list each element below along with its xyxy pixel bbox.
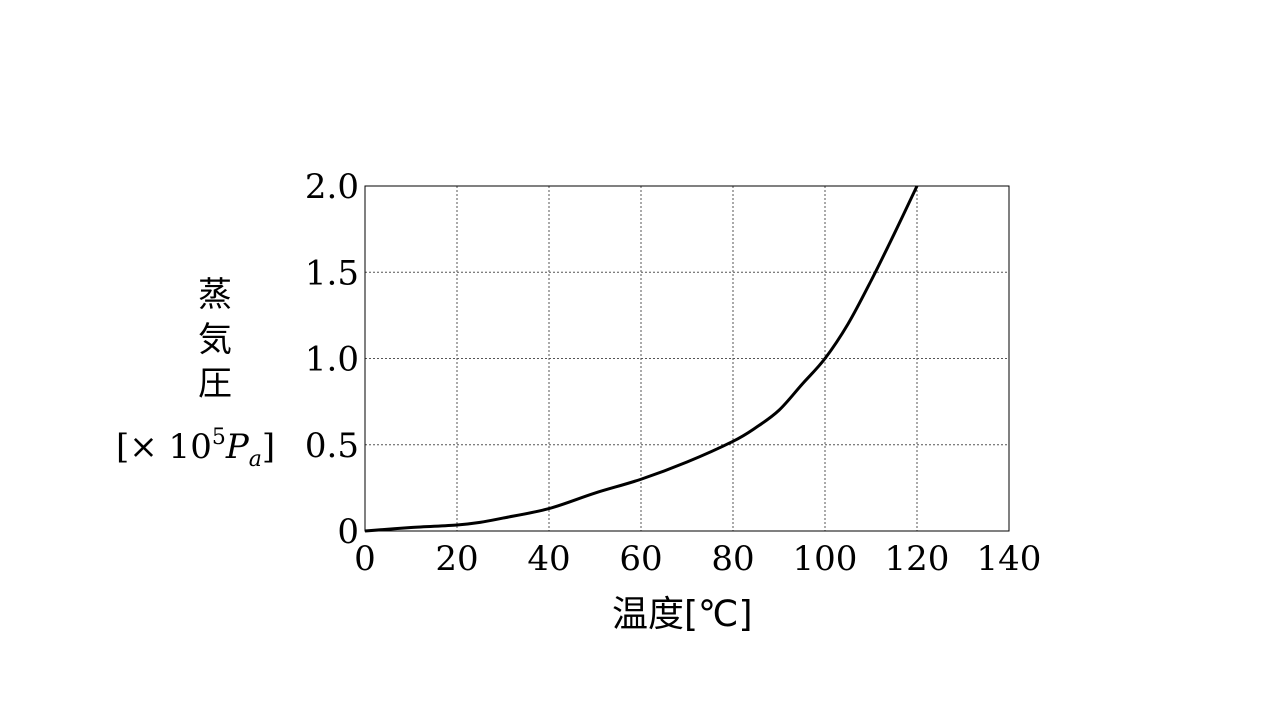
y-axis-label-char-3: 圧 xyxy=(198,364,232,404)
y-unit-p: P xyxy=(225,427,249,467)
x-tick-label: 0 xyxy=(354,539,376,579)
x-tick-label: 20 xyxy=(435,539,478,579)
x-tick-label: 60 xyxy=(619,539,662,579)
x-tick-label: 40 xyxy=(527,539,570,579)
y-axis-label-char-2: 気 xyxy=(198,320,232,360)
x-tick-label: 120 xyxy=(885,539,950,579)
y-unit-open: [× 10 xyxy=(116,427,212,467)
y-axis-unit: [× 105Pa] xyxy=(116,416,275,482)
y-unit-close: ] xyxy=(261,427,276,467)
y-tick-label: 0 xyxy=(337,512,359,552)
vapor-pressure-curve xyxy=(364,185,919,533)
x-tick-label: 80 xyxy=(711,539,754,579)
plot-frame xyxy=(364,185,1010,532)
y-tick-label: 1.0 xyxy=(305,340,359,380)
y-tick-label: 2.0 xyxy=(305,167,359,207)
y-axis-label-char-1: 蒸 xyxy=(198,275,232,315)
y-unit-exponent: 5 xyxy=(211,425,226,450)
y-tick-label: 0.5 xyxy=(305,426,359,466)
x-tick-label: 100 xyxy=(793,539,858,579)
x-tick-label: 140 xyxy=(977,539,1042,579)
y-tick-label: 1.5 xyxy=(305,253,359,293)
y-unit-subscript: a xyxy=(248,447,262,472)
x-axis-label: 温度[℃] xyxy=(612,594,753,635)
